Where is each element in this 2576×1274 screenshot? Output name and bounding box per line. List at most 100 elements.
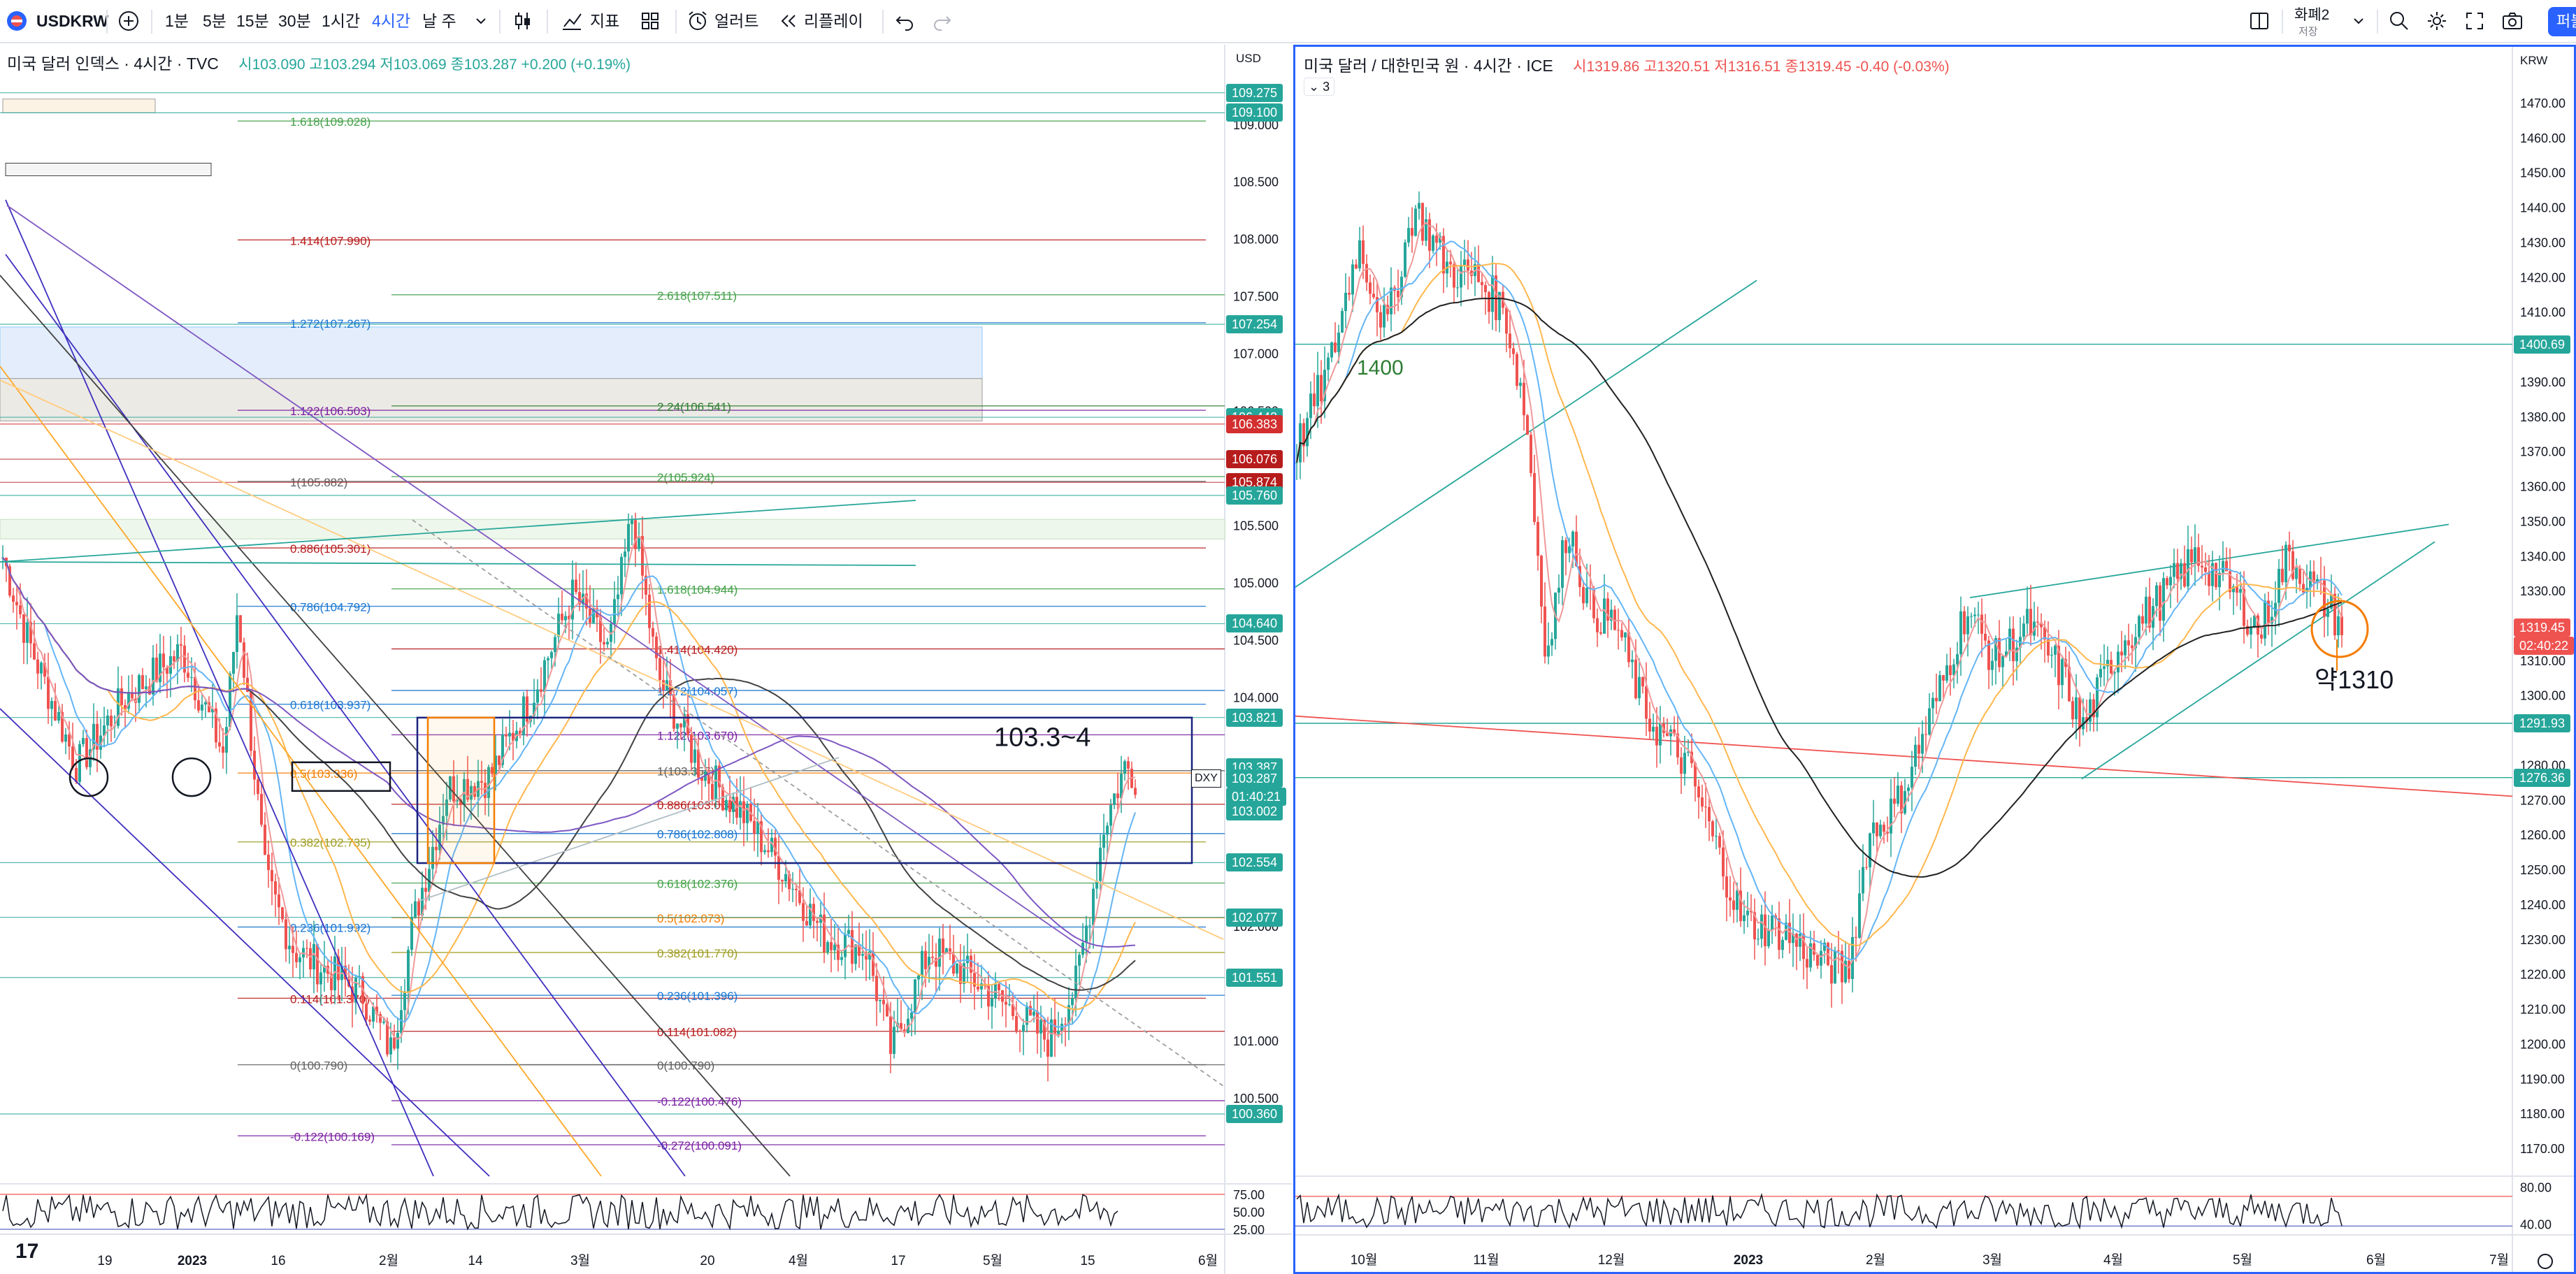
moving-average-line <box>1296 240 2343 961</box>
interval-15m[interactable]: 15분 <box>236 12 269 30</box>
candle <box>232 651 235 674</box>
candle <box>117 688 120 726</box>
layout-icon[interactable] <box>2247 8 2272 34</box>
candle <box>1582 587 1585 604</box>
candle <box>2148 596 2151 628</box>
chevron-down-icon[interactable] <box>473 13 489 29</box>
candle <box>1516 354 1518 386</box>
layout-name[interactable]: 화폐2 <box>2294 7 2330 23</box>
candle <box>1795 933 1798 947</box>
price-badge: 105.760 <box>1226 486 1283 505</box>
chart-pane-usdkrw[interactable]: 1470.00 1460.00 1450.00 1440.00 1430.00 1420.… <box>1293 45 2576 1274</box>
candle <box>229 674 231 728</box>
candle <box>1369 282 1372 294</box>
candle <box>1095 881 1098 889</box>
candle <box>564 616 567 621</box>
candle <box>1897 786 1899 804</box>
candle <box>603 642 605 645</box>
candle <box>169 656 172 674</box>
replay-button[interactable]: 리플레이 <box>804 12 863 30</box>
redo-icon[interactable] <box>930 8 955 34</box>
candle <box>942 939 944 953</box>
candle <box>935 957 937 967</box>
symbol-search-button[interactable]: USDKRW <box>36 12 109 30</box>
chart-pane-dxy[interactable]: 109.000108.500108.000107.500107.000106.5… <box>0 45 1292 1274</box>
candle <box>938 939 941 967</box>
interval-30m[interactable]: 30분 <box>278 12 311 30</box>
candle <box>1498 291 1501 321</box>
candle <box>1568 546 1571 553</box>
usdkrw-currency-label[interactable]: KRW <box>2520 54 2548 67</box>
camera-icon[interactable] <box>2500 8 2525 34</box>
candle <box>2229 571 2231 593</box>
usdkrw-chart-canvas[interactable]: 1470.00 1460.00 1450.00 1440.00 1430.00 1420.… <box>1295 47 2574 1272</box>
grid-icon[interactable] <box>638 8 663 34</box>
interval-1h[interactable]: 1시간 <box>322 12 361 30</box>
candle <box>1683 753 1686 774</box>
toolbar-divider <box>547 10 548 34</box>
candle <box>386 1021 389 1055</box>
candle <box>2092 699 2095 718</box>
usdkrw-title[interactable]: 미국 달러 / 대한민국 원 · 4시간 · ICE <box>1304 57 1553 75</box>
candle <box>1418 203 1420 209</box>
candle <box>494 755 497 774</box>
candle <box>1036 1011 1039 1034</box>
dxy-currency-label[interactable]: USD <box>1236 52 1261 65</box>
candle <box>2064 659 2067 667</box>
candle <box>837 944 840 960</box>
alert-button[interactable]: 얼러트 <box>714 12 759 30</box>
candle <box>886 1004 888 1017</box>
dxy-ohlc: 시103.090 고103.294 저103.069 종103.287 +0.2… <box>238 57 631 73</box>
candle <box>1372 294 1375 298</box>
fib-level-label: 0(100.790) <box>657 1059 714 1073</box>
candle <box>1432 236 1434 251</box>
candle <box>1533 472 1536 522</box>
fib-level-label: 1.414(104.420) <box>657 644 737 657</box>
price-badge: 02:40:22 <box>2514 636 2574 655</box>
moving-average-line <box>2 535 1136 1040</box>
interval-1m[interactable]: 1분 <box>165 12 189 30</box>
candle <box>278 894 280 908</box>
candle <box>1316 375 1319 407</box>
trend-line <box>412 519 1224 1087</box>
plus-icon[interactable] <box>116 8 141 34</box>
candle <box>1463 259 1466 266</box>
candle <box>1645 686 1648 719</box>
dxy-title[interactable]: 미국 달러 인덱스 · 4시간 · TVC <box>7 55 219 73</box>
interval-5m[interactable]: 5분 <box>203 12 226 30</box>
indicators-button[interactable]: 지표 <box>590 12 620 30</box>
candle <box>805 920 808 926</box>
indicator-collapse-toggle[interactable]: ⌄ 3 <box>1304 78 1335 96</box>
candle <box>183 645 186 673</box>
interval-4h[interactable]: 4시간 <box>372 12 411 30</box>
candle <box>1578 565 1581 588</box>
indicators-icon[interactable] <box>559 8 584 34</box>
candle <box>1907 787 1910 791</box>
candle <box>215 708 217 743</box>
replay-icon[interactable] <box>776 8 801 34</box>
moving-average-line <box>1296 222 2343 969</box>
candle <box>1106 825 1109 835</box>
candle <box>1900 786 1903 813</box>
candle <box>260 794 263 825</box>
price-axis-label: 1220.00 <box>2520 968 2566 982</box>
moving-average-line <box>1296 297 2343 878</box>
candles-icon[interactable] <box>510 8 535 34</box>
avatar-icon[interactable] <box>6 10 28 32</box>
candle <box>882 999 885 1004</box>
candle <box>2333 593 2336 636</box>
fullscreen-icon[interactable] <box>2462 8 2487 34</box>
dxy-chart-canvas[interactable]: 109.000108.500108.000107.500107.000106.5… <box>0 45 1292 1274</box>
alarm-icon[interactable] <box>685 8 710 34</box>
publish-button[interactable]: 퍼블 <box>2548 7 2576 36</box>
candle <box>1862 867 1864 894</box>
search-icon[interactable] <box>2387 8 2412 34</box>
candle <box>250 691 252 751</box>
chevron-down-icon[interactable] <box>2350 13 2367 29</box>
range-menu[interactable]: 날 주 <box>422 12 456 30</box>
gear-icon[interactable] <box>2424 8 2449 34</box>
candle <box>1729 897 1732 901</box>
candle <box>239 615 242 643</box>
fib-level-label: 2.618(107.511) <box>657 289 737 303</box>
undo-icon[interactable] <box>892 8 917 34</box>
